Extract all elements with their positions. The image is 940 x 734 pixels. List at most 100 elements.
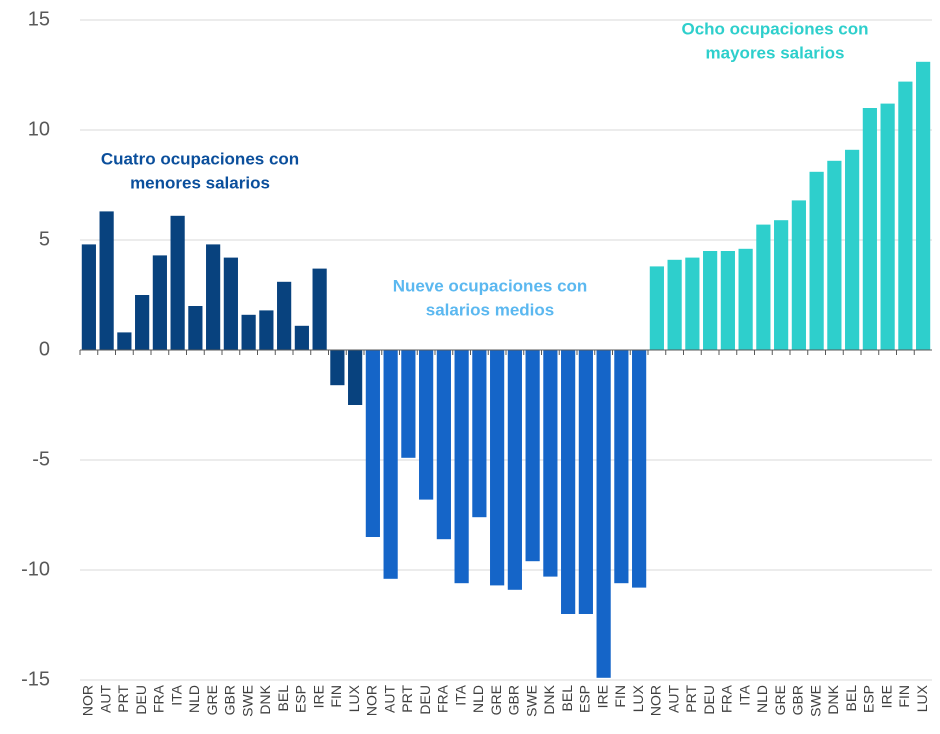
- x-tick-label: GRE: [772, 685, 788, 715]
- bar: [277, 281, 292, 350]
- bar: [348, 350, 363, 405]
- x-tick-label: FRA: [435, 684, 451, 713]
- x-tick-label: AUT: [381, 685, 397, 713]
- x-tick-label: IRE: [878, 685, 894, 708]
- bar: [632, 350, 647, 588]
- bar: [81, 244, 96, 350]
- x-tick-label: FRA: [151, 684, 167, 713]
- x-tick-label: FRA: [719, 684, 735, 713]
- x-tick-label: AUT: [665, 685, 681, 713]
- bar: [259, 310, 274, 350]
- x-tick-label: GBR: [790, 685, 806, 715]
- annotation: mayores salarios: [706, 43, 845, 62]
- bar: [117, 332, 132, 350]
- bar: [135, 295, 150, 350]
- x-tick-label: NLD: [754, 685, 770, 713]
- x-tick-label: NLD: [470, 685, 486, 713]
- bar: [791, 200, 806, 350]
- x-tick-label: DEU: [417, 685, 433, 715]
- bar: [720, 251, 735, 350]
- bar: [294, 325, 309, 350]
- bar: [99, 211, 114, 350]
- y-tick-label: -15: [21, 668, 50, 690]
- bar: [223, 257, 238, 350]
- x-tick-label: NLD: [186, 685, 202, 713]
- bar: [401, 350, 416, 458]
- y-tick-label: 15: [28, 8, 50, 30]
- x-tick-label: LUX: [346, 684, 362, 712]
- annotation: Nueve ocupaciones con: [393, 276, 588, 295]
- x-tick-label: IRE: [310, 685, 326, 708]
- x-tick-label: DEU: [701, 685, 717, 715]
- bar: [561, 350, 576, 614]
- bar: [170, 215, 185, 350]
- x-tick-label: NOR: [648, 685, 664, 716]
- bar: [188, 306, 203, 350]
- annotation: Cuatro ocupaciones con: [101, 149, 299, 168]
- annotation: salarios medios: [426, 300, 555, 319]
- bar: [330, 350, 345, 386]
- bar: [827, 160, 842, 350]
- x-tick-label: SWE: [239, 685, 255, 717]
- bar: [454, 350, 469, 584]
- x-tick-label: BEL: [559, 685, 575, 712]
- bar: [312, 268, 327, 350]
- bar: [365, 350, 380, 537]
- x-tick-label: ESP: [293, 685, 309, 713]
- x-tick-label: LUX: [914, 684, 930, 712]
- x-tick-label: SWE: [523, 685, 539, 717]
- bar: [862, 108, 877, 350]
- y-tick-label: -5: [32, 448, 50, 470]
- bar: [206, 244, 221, 350]
- y-tick-label: 0: [39, 338, 50, 360]
- bar: [472, 350, 487, 518]
- x-tick-label: ESP: [577, 685, 593, 713]
- y-tick-label: -10: [21, 558, 50, 580]
- x-tick-label: ITA: [168, 684, 184, 705]
- x-tick-label: FIN: [896, 685, 912, 708]
- x-tick-label: DNK: [541, 684, 557, 714]
- bar: [756, 224, 771, 350]
- bar: [667, 259, 682, 350]
- x-tick-label: ITA: [736, 684, 752, 705]
- x-tick-label: IRE: [594, 685, 610, 708]
- x-tick-label: NOR: [364, 685, 380, 716]
- y-tick-label: 5: [39, 228, 50, 250]
- bar: [525, 350, 540, 562]
- x-tick-label: FIN: [612, 685, 628, 708]
- x-tick-label: PRT: [399, 685, 415, 713]
- bar: [685, 257, 700, 350]
- x-tick-label: LUX: [630, 684, 646, 712]
- bar: [614, 350, 629, 584]
- x-tick-label: FIN: [328, 685, 344, 708]
- bar: [738, 248, 753, 350]
- bar: [649, 266, 664, 350]
- annotation: Ocho ocupaciones con: [681, 19, 868, 38]
- annotation: menores salarios: [130, 173, 270, 192]
- x-tick-label: SWE: [807, 685, 823, 717]
- bar: [845, 149, 860, 350]
- bar: [507, 350, 522, 590]
- bar: [152, 255, 167, 350]
- x-tick-label: GBR: [506, 685, 522, 715]
- bar: [916, 61, 931, 351]
- bar: [490, 350, 505, 586]
- bar: [703, 251, 718, 350]
- bar: [241, 314, 256, 350]
- y-tick-label: 10: [28, 118, 50, 140]
- x-tick-label: DNK: [257, 684, 273, 714]
- x-tick-label: DNK: [825, 684, 841, 714]
- x-tick-label: BEL: [275, 685, 291, 712]
- x-tick-label: ITA: [452, 684, 468, 705]
- bar: [578, 350, 593, 614]
- x-tick-label: GRE: [488, 685, 504, 715]
- x-tick-label: ESP: [861, 685, 877, 713]
- x-tick-label: BEL: [843, 685, 859, 712]
- x-tick-label: PRT: [683, 685, 699, 713]
- x-tick-label: GRE: [204, 685, 220, 715]
- bar: [436, 350, 451, 540]
- bar: [596, 350, 611, 678]
- x-tick-label: NOR: [80, 685, 96, 716]
- bar: [809, 171, 824, 350]
